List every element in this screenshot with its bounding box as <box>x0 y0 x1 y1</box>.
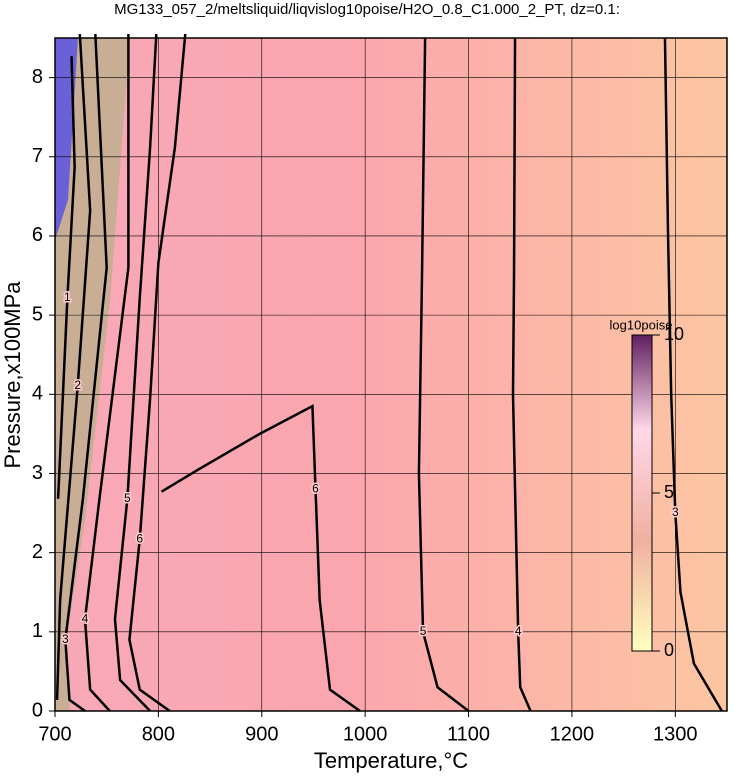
colorbar-tick-label: 5 <box>664 482 674 502</box>
y-tick-label: 5 <box>32 303 43 325</box>
colorbar-tick-label: 10 <box>664 324 684 344</box>
x-tick-label: 1100 <box>447 723 490 745</box>
contour-line <box>663 37 723 712</box>
y-tick-label: 3 <box>32 462 43 484</box>
y-tick-label: 7 <box>32 145 43 167</box>
contour-line <box>113 33 158 712</box>
colorbar-title: log10poise <box>610 317 673 332</box>
x-tick-label: 1000 <box>343 723 388 745</box>
contour-line <box>160 404 361 713</box>
y-axis-label: Pressure,x100MPa <box>0 281 25 469</box>
contour-line <box>511 37 532 712</box>
x-tick-label: 1300 <box>653 723 698 745</box>
contour-label: 6 <box>136 531 143 545</box>
contour-line <box>55 33 92 700</box>
plot-frame <box>54 37 728 712</box>
contour-line <box>83 34 130 712</box>
contour-label: 5 <box>124 491 131 505</box>
contour-label: 4 <box>82 611 89 625</box>
x-axis-label: Temperature,°C <box>314 748 468 773</box>
contour-line <box>56 56 76 499</box>
contour-label: 4 <box>515 624 522 638</box>
y-tick-label: 8 <box>32 66 43 88</box>
x-tick-label: 900 <box>245 723 278 745</box>
y-tick-label: 4 <box>32 383 43 405</box>
field-low <box>55 38 130 711</box>
colorbar-tick-label: 0 <box>664 640 674 660</box>
y-tick-label: 6 <box>32 224 43 246</box>
contour-label: 3 <box>62 632 69 646</box>
contour-label: 3 <box>672 505 679 519</box>
y-tick-label: 2 <box>32 541 43 563</box>
contour-label: 1 <box>64 290 71 304</box>
y-tick-label: 0 <box>32 699 43 721</box>
contour-label: 6 <box>312 481 319 495</box>
contour-line <box>417 37 470 712</box>
colorbar <box>631 334 653 652</box>
chart-title: MG133_057_2/meltsliquid/liqvislog10poise… <box>114 1 620 18</box>
y-tick-label: 1 <box>32 620 43 642</box>
x-tick-label: 800 <box>142 723 175 745</box>
contour-label: 2 <box>74 378 81 392</box>
contour-label: 5 <box>420 624 427 638</box>
contour-line <box>64 33 108 713</box>
field <box>55 38 727 711</box>
contour-line <box>128 33 187 713</box>
x-tick-label: 1200 <box>550 723 595 745</box>
x-tick-label: 700 <box>38 723 71 745</box>
